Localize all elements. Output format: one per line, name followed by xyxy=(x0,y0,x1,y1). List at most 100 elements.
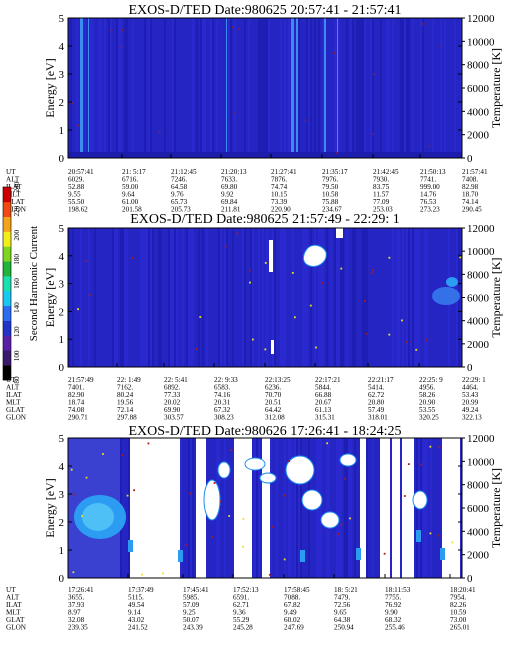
table-cell: 76.53 xyxy=(420,198,437,206)
y-tick-label: 4 xyxy=(59,41,65,53)
y-tick-label: 2 xyxy=(59,517,65,529)
colorbar-segment xyxy=(3,290,11,307)
colorbar-segment xyxy=(3,231,11,247)
table-cell: 18:20:41 xyxy=(450,586,476,594)
table-cell: 59.00 xyxy=(122,183,139,191)
table-cell: 4956. xyxy=(419,384,435,392)
y2-axis-label: Temperature [K] xyxy=(489,257,503,337)
table-cell: 7401. xyxy=(68,384,84,392)
table-cell: 55.29 xyxy=(233,616,250,624)
y-axis-label: Energy [eV] xyxy=(43,58,57,117)
table-cell: 243.39 xyxy=(183,624,203,632)
table-cell: 70.70 xyxy=(265,391,282,399)
table-cell: 50.07 xyxy=(183,616,200,624)
table-cell: 55.50 xyxy=(68,198,85,206)
y2-tick-label: 10000 xyxy=(467,456,495,468)
panel-title: EXOS-D/TED Date:980625 21:57:49 - 22:29:… xyxy=(130,212,399,227)
table-cell: 9.92 xyxy=(221,191,234,199)
table-cell: 22:17:21 xyxy=(315,376,341,384)
colorbar-tick-label: 100 xyxy=(13,350,21,361)
table-cell: 74.74 xyxy=(271,183,288,191)
y-tick-label: 3 xyxy=(59,69,65,81)
colorbar-segment xyxy=(3,305,11,321)
table-cell: 9.49 xyxy=(284,609,297,617)
table-cell: 265.01 xyxy=(450,624,470,632)
table-row-label: ILAT xyxy=(6,391,22,399)
table-cell: 74.14 xyxy=(462,198,479,206)
colorbar-tick-label: 160 xyxy=(13,278,21,289)
table-cell: 53.43 xyxy=(462,391,479,399)
table-cell: 9.25 xyxy=(183,609,196,617)
y-tick-label: 5 xyxy=(59,13,65,25)
table-cell: 37.93 xyxy=(68,601,85,609)
table-cell: 7088. xyxy=(284,594,300,602)
table-cell: 64.38 xyxy=(334,616,351,624)
colorbar-segment xyxy=(3,187,11,203)
table-cell: 21:50:13 xyxy=(420,168,446,176)
y-tick-label: 0 xyxy=(59,362,65,374)
table-cell: 17:58:45 xyxy=(284,586,310,594)
table-cell: 5414. xyxy=(368,384,384,392)
spectrogram-cells xyxy=(68,438,462,578)
table-cell: 7954. xyxy=(450,594,466,602)
table-row-label: GLAT xyxy=(6,406,25,414)
colorbar-tick-label: 220 xyxy=(13,205,21,216)
table-cell: 7246. xyxy=(171,176,187,184)
colorbar-tick-label: 180 xyxy=(13,254,21,265)
table-cell: 6583. xyxy=(214,384,230,392)
table-cell: 73.00 xyxy=(450,616,467,624)
table-cell: 308.23 xyxy=(214,414,234,422)
y-tick-label: 2 xyxy=(59,97,65,109)
table-cell: 77.09 xyxy=(373,198,390,206)
table-cell: 9.76 xyxy=(171,191,184,199)
y2-tick-label: 6000 xyxy=(467,83,490,95)
table-cell: 43.02 xyxy=(128,616,145,624)
table-cell: 22:29: 1 xyxy=(462,376,486,384)
table-cell: 58.26 xyxy=(419,391,436,399)
table-cell: 21:20:13 xyxy=(221,168,247,176)
table-cell: 220.90 xyxy=(271,206,291,214)
table-cell: 61.13 xyxy=(315,406,332,414)
table-cell: 239.35 xyxy=(68,624,88,632)
table-row-label: MLT xyxy=(6,191,21,199)
table-cell: 22: 1:49 xyxy=(117,376,141,384)
table-cell: 6029. xyxy=(68,176,84,184)
table-cell: 5985. xyxy=(183,594,199,602)
colorbar-segment xyxy=(3,350,11,366)
table-cell: 21:27:41 xyxy=(271,168,297,176)
table-cell: 32.08 xyxy=(68,616,85,624)
table-cell: 6716. xyxy=(122,176,138,184)
y2-tick-label: 0 xyxy=(467,573,473,585)
table-cell: 20.99 xyxy=(462,399,479,407)
table-cell: 201.58 xyxy=(122,206,142,214)
table-row-label: UT xyxy=(6,586,16,594)
table-cell: 320.25 xyxy=(419,414,439,422)
table-cell: 62.72 xyxy=(368,391,385,399)
table-row-label: ALT xyxy=(6,176,20,184)
table-cell: 11.57 xyxy=(373,191,389,199)
table-cell: 20.02 xyxy=(164,399,181,407)
table-cell: 255.46 xyxy=(385,624,405,632)
y-tick-label: 4 xyxy=(59,461,65,473)
table-cell: 17:37:49 xyxy=(128,586,154,594)
y2-tick-label: 2000 xyxy=(467,130,490,142)
table-cell: 7755. xyxy=(385,594,401,602)
y2-tick-label: 4000 xyxy=(467,316,490,328)
spectrogram-panel-1: EXOS-D/TED Date:980625 20:57:41 - 21:57:… xyxy=(6,3,503,214)
table-cell: 21:57:41 xyxy=(462,168,488,176)
y2-axis-label: Temperature [K] xyxy=(489,468,503,548)
table-row-label: GLAT xyxy=(6,616,25,624)
table-cell: 7633. xyxy=(221,176,237,184)
y2-tick-label: 8000 xyxy=(467,269,490,281)
table-cell: 247.69 xyxy=(284,624,304,632)
table-cell: 8.97 xyxy=(68,609,81,617)
y2-axis-label: Temperature [K] xyxy=(489,48,503,128)
table-cell: 60.02 xyxy=(284,616,301,624)
table-cell: 20.90 xyxy=(419,399,436,407)
table-cell: 4464. xyxy=(462,384,478,392)
table-cell: 21: 5:17 xyxy=(122,168,146,176)
table-cell: 77.33 xyxy=(164,391,181,399)
y-tick-label: 1 xyxy=(59,545,65,557)
table-cell: 21:57:49 xyxy=(68,376,94,384)
